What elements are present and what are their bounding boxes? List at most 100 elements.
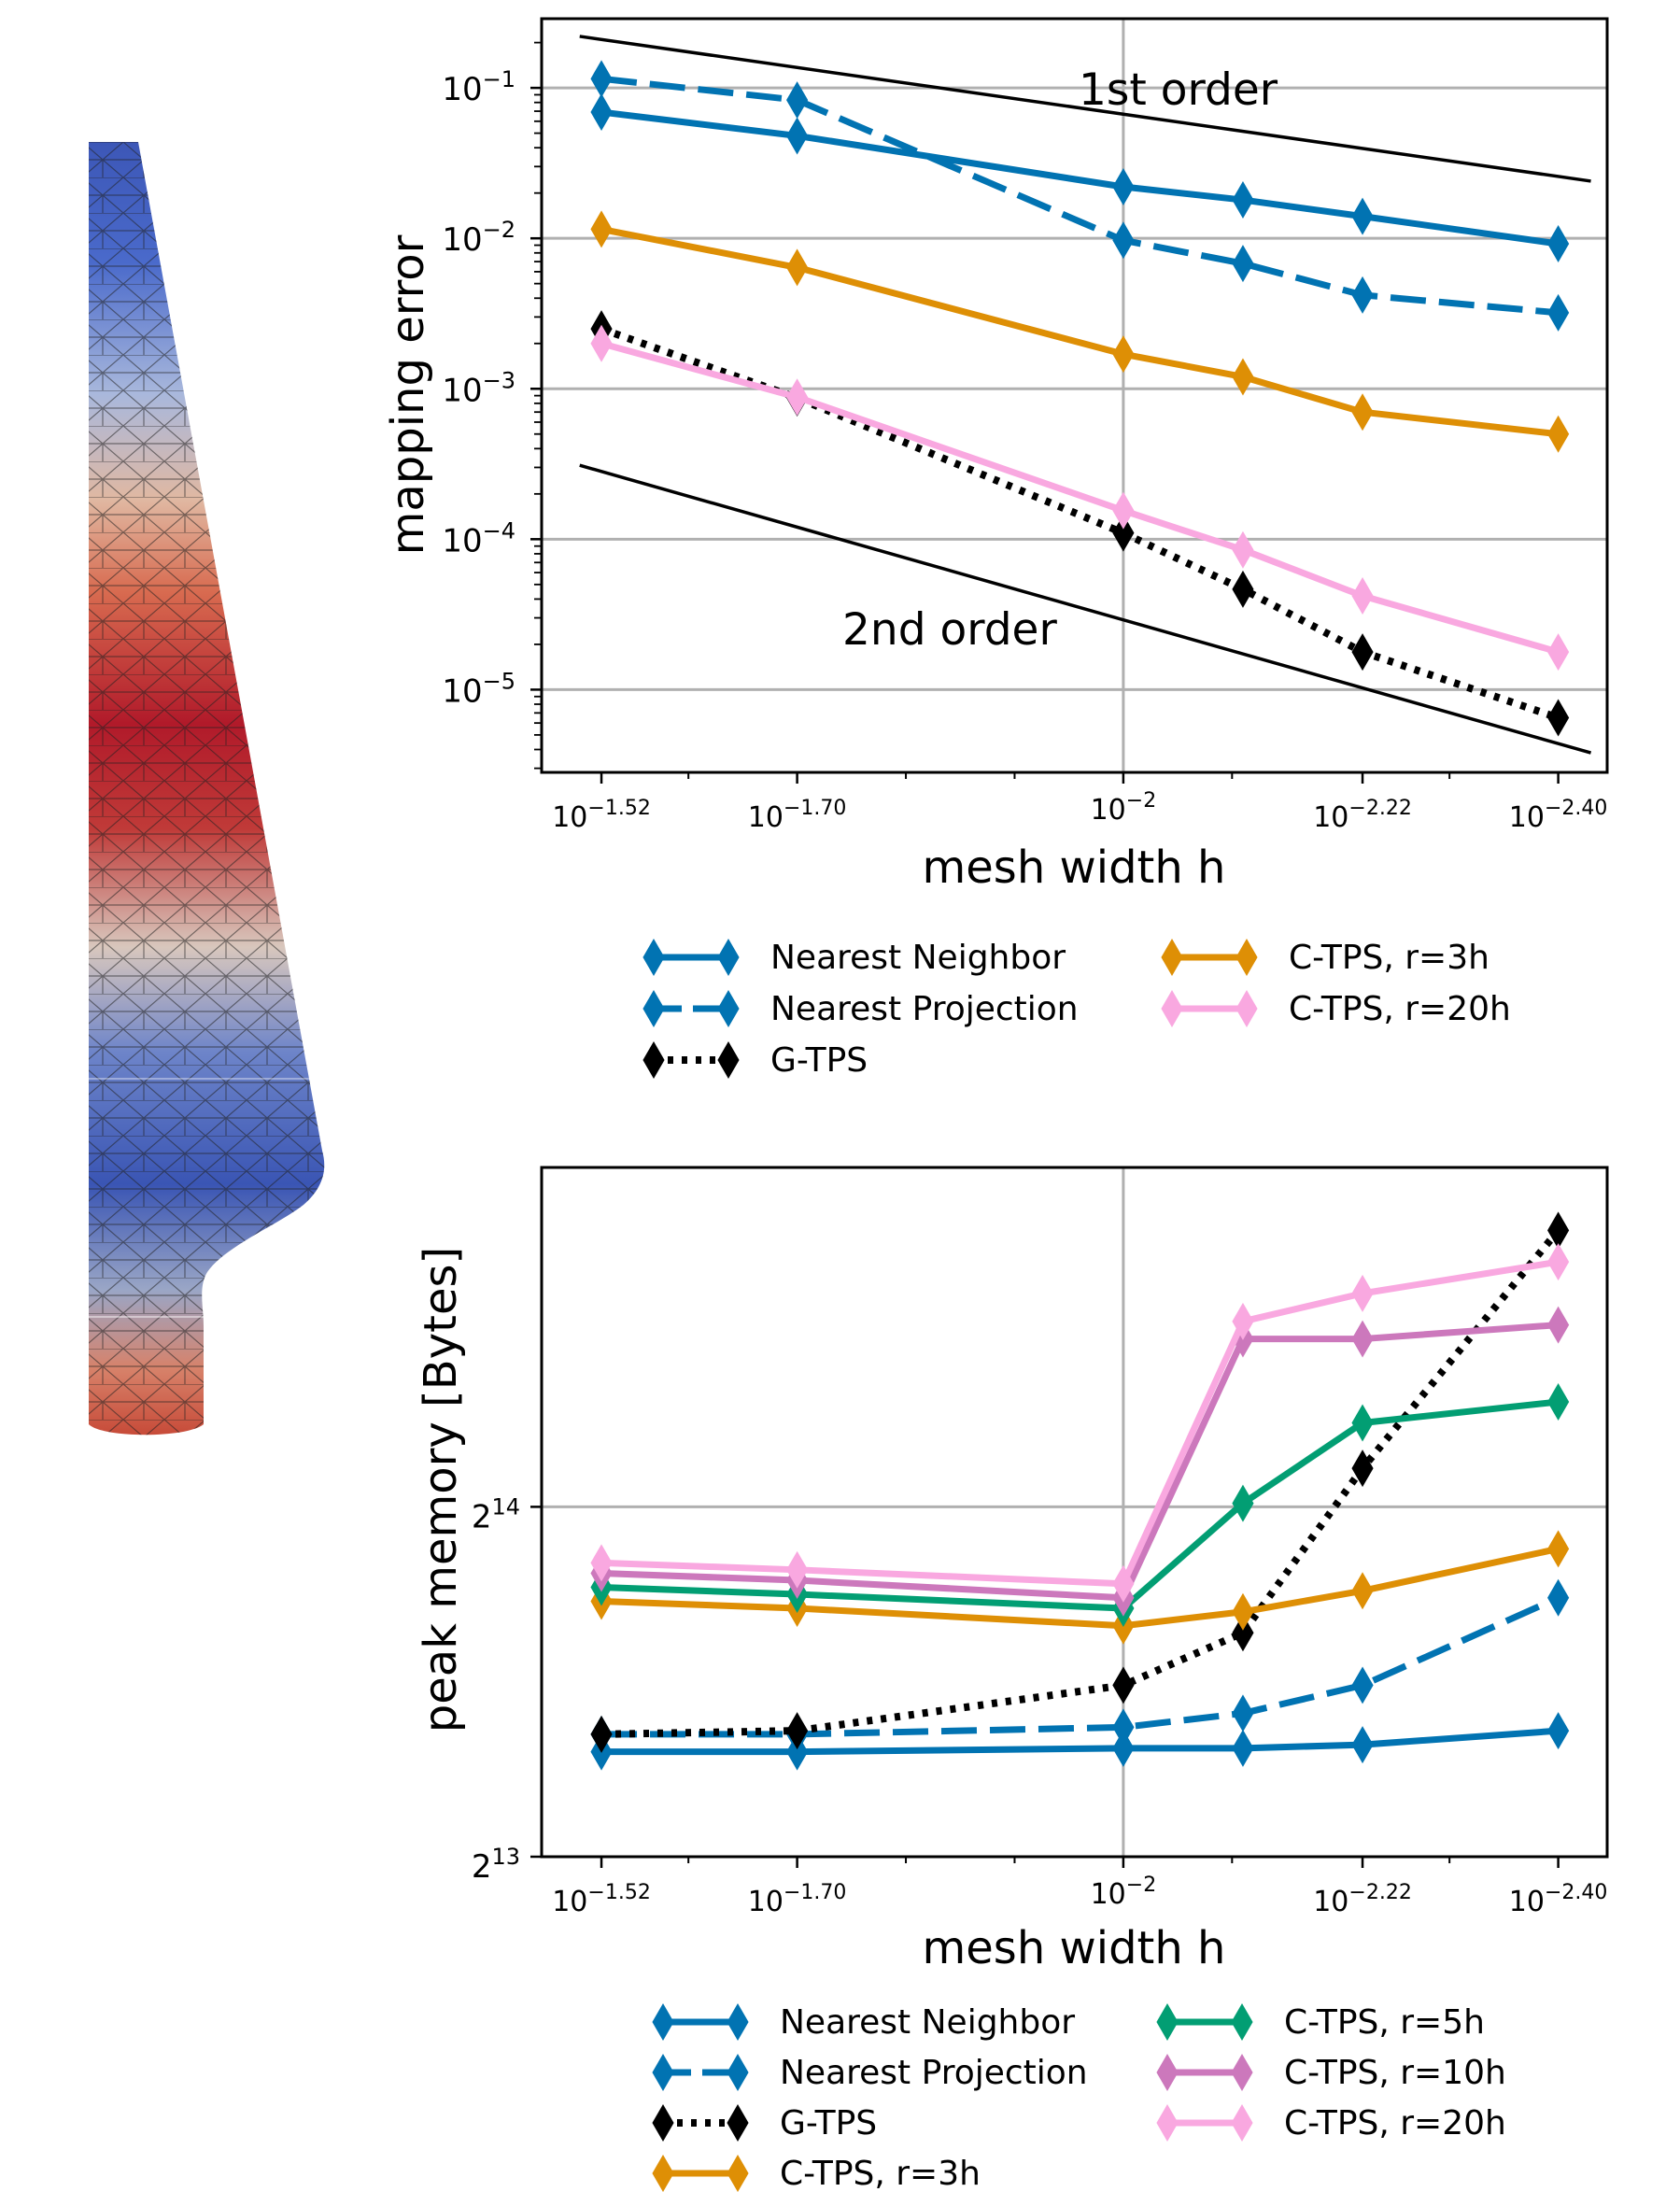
data-point [1112,1564,1135,1603]
data-point [1232,1302,1254,1340]
legend-marker [652,2104,674,2142]
data-point [1547,1530,1570,1568]
legend-item-c-tps-r-20h: C-TPS, r=20h [1156,2104,1506,2143]
series-line [600,108,1560,247]
series-c-tps-r-5h [590,1382,1570,1628]
series-group [590,1211,1570,1771]
legend-label: C-TPS, r=10h [1284,2054,1506,2092]
legend-item-nearest-neighbor: Nearest Neighbor [652,2003,1075,2042]
series-line [601,1727,1559,1756]
data-point [1112,221,1135,260]
data-point [1112,1708,1135,1747]
series-c-tps-r-20h [590,324,1570,672]
y-tick-label: 10−1 [442,66,515,108]
legend-label: Nearest Neighbor [780,2003,1075,2042]
legend-item-g-tps: G-TPS [652,2104,877,2143]
data-point [1112,1729,1135,1767]
x-tick-label: 10−1.52 [552,797,651,834]
legend-marker [1156,2003,1179,2041]
series-nearest-projection [590,60,1570,332]
legend-marker [1231,2104,1253,2142]
x-tick-label: 10−2.40 [1509,797,1608,834]
series-line [600,1258,1560,1588]
legend-marker [727,2054,749,2091]
data-point [1351,1450,1374,1488]
data-point [1232,358,1254,396]
legend-marker [642,1041,665,1079]
legend-marker [1161,939,1183,976]
data-point [590,93,613,132]
data-point [1351,393,1374,431]
series-line [600,1545,1560,1630]
data-point [1351,1320,1374,1358]
plot-frame [540,17,1609,774]
x-axis-label: mesh width h [923,841,1226,894]
series-c-tps-r-3h [590,1530,1570,1645]
legend-marker [727,2003,749,2041]
data-point [1547,1243,1570,1281]
data-point [1547,293,1570,332]
y-tick-label: 10−4 [442,517,515,559]
y-tick-label: 213 [472,1844,520,1886]
legend-label: G-TPS [770,1041,868,1080]
y-tick-label: 10−2 [442,217,515,259]
data-point [786,1550,809,1589]
legend-marker [642,990,665,1027]
mapping-error-chart: 10−1.52 10−1.70 10−2 10−2.22 10−2.40 10−1 10−2… [382,17,1609,1080]
legend-marker [717,939,740,976]
legend-label: C-TPS, r=3h [780,2155,981,2192]
legend-marker [727,2155,749,2192]
legend-item-nearest-projection: Nearest Projection [652,2054,1088,2092]
x-tick-label: 10−1.70 [748,1881,847,1918]
series-nearest-neighbor [590,1712,1570,1771]
data-point [786,81,809,120]
legend-label: C-TPS, r=20h [1284,2104,1506,2143]
legend-marker [1161,990,1183,1027]
series-group [590,60,1570,737]
y-tick-label: 10−3 [442,367,515,409]
series-g-tps [590,310,1570,737]
legend-item-nearest-neighbor: Nearest Neighbor [642,939,1066,977]
x-tick-label: 10−2.22 [1313,797,1412,834]
data-point [786,1712,809,1750]
blade-image [89,142,325,1435]
x-tick-label: 10−1.52 [552,1881,651,1918]
data-point [590,210,613,248]
data-point [1547,633,1570,672]
series-line [600,340,1560,656]
legend-label: C-TPS, r=20h [1289,990,1511,1028]
x-tick-label: 10−2 [1091,789,1157,827]
data-point [1112,168,1135,206]
data-point [590,1544,613,1582]
ticks: 10−1.52 10−1.70 10−2 10−2.22 10−2.40 10−1 10−2… [442,41,1608,834]
data-point [1112,491,1135,530]
series-c-tps-r-20h [590,1243,1570,1603]
plot-frame [540,1166,1609,1859]
x-tick-label: 10−2.40 [1509,1881,1608,1918]
data-point [1112,514,1135,552]
data-point [1547,225,1570,263]
data-point [590,324,613,362]
data-point [1547,1712,1570,1750]
legend-marker [1235,990,1258,1027]
data-point [1232,1729,1254,1767]
peak-memory-chart: 10−1.52 10−1.70 10−2 10−2.22 10−2.40 214 213 m… [415,1166,1609,2192]
series-line [600,75,1559,317]
series-g-tps [590,1211,1570,1753]
legend-marker [1231,2003,1253,2041]
data-point [1547,1306,1570,1344]
series-line [601,1594,1560,1738]
legend-marker [1235,939,1258,976]
data-point [590,60,613,98]
data-point [1351,276,1374,314]
data-point [1232,245,1254,283]
data-point [1351,1726,1374,1764]
data-point [1351,1274,1374,1312]
x-axis-label: mesh width h [923,1922,1226,1974]
series-line [600,1398,1559,1612]
series-line [600,225,1559,438]
data-point [1232,181,1254,219]
data-point [1232,1484,1254,1522]
legend-marker [1156,2054,1179,2091]
